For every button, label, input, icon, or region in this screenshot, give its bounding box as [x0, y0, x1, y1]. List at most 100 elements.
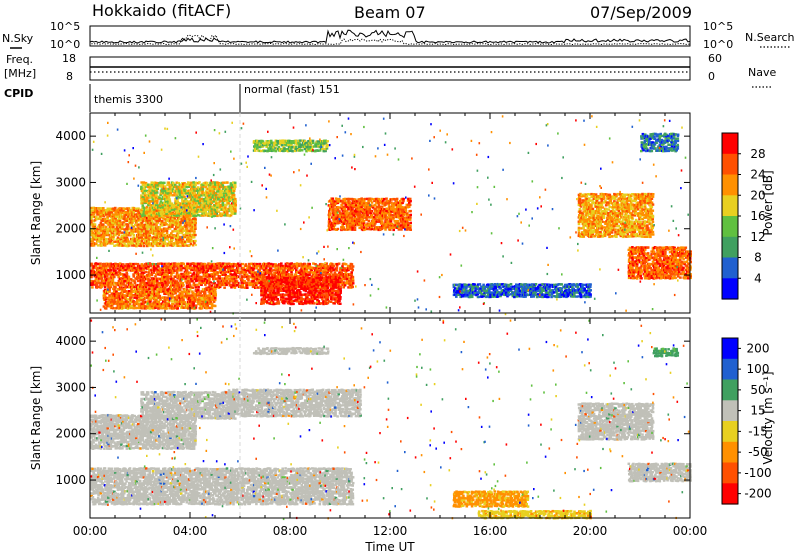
scatter-cell: [100, 279, 104, 282]
scatter-cell: [177, 262, 181, 266]
scatter-cell: [260, 280, 263, 284]
scatter-cell: [185, 189, 189, 193]
scatter-cell: [150, 284, 154, 287]
scatter-cell: [142, 244, 146, 248]
scatter-cell: [192, 273, 195, 276]
scatter-cell: [140, 187, 143, 191]
scatter-cell: [94, 264, 98, 267]
scatter-cell: [128, 217, 132, 220]
scatter-cell: [132, 264, 136, 267]
scatter-cell: [169, 275, 173, 278]
scatter-cell: [143, 234, 147, 237]
scatter-cell: [194, 219, 197, 222]
scatter-cell: [198, 275, 201, 278]
scatter-cell: [189, 264, 192, 267]
scatter-cell: [145, 284, 149, 287]
scatter-cell: [157, 206, 160, 209]
scatter-cell: [170, 212, 174, 216]
scatter-cell: [219, 206, 222, 209]
scatter-cell: [154, 232, 157, 235]
scatter-cell: [118, 231, 122, 234]
scatter-cell: [187, 266, 191, 270]
scatter-cell: [173, 191, 176, 194]
scatter-cell: [261, 276, 265, 280]
scatter-cell: [234, 208, 237, 211]
scatter-cell: [161, 268, 165, 272]
scatter-cell: [205, 205, 209, 209]
scatter-cell: [156, 227, 160, 230]
scatter-cell: [140, 296, 143, 300]
scatter-cell: [183, 229, 187, 232]
scatter-cell: [164, 236, 167, 239]
scatter-cell: [146, 240, 149, 243]
scatter-cell: [128, 219, 131, 222]
scatter-cell: [152, 284, 156, 287]
scatter-cell: [166, 206, 169, 209]
scatter-cell: [335, 269, 339, 272]
scatter-cell: [304, 289, 308, 293]
scatter-cell: [224, 189, 227, 192]
scatter-cell: [105, 264, 108, 267]
scatter-cell: [168, 204, 172, 207]
scatter-cell: [267, 273, 271, 277]
scatter-cell: [90, 244, 93, 247]
scatter-cell: [207, 286, 211, 289]
scatter-cell: [142, 225, 146, 228]
scatter-cell: [119, 228, 122, 231]
cpid-segment-1: normal (fast) 151: [244, 83, 340, 96]
scatter-cell: [279, 289, 283, 292]
scatter-cell: [145, 244, 149, 248]
scatter-cell: [185, 185, 189, 189]
scatter-cell: [160, 214, 164, 217]
scatter-cell: [179, 224, 182, 227]
scatter-cell: [104, 233, 107, 237]
scatter-cell: [230, 269, 233, 272]
scatter-cell: [222, 199, 226, 202]
scatter-cell: [132, 236, 135, 239]
scatter-cell: [187, 189, 191, 192]
scatter-cell: [187, 185, 191, 188]
scatter-cell: [200, 194, 203, 197]
scatter-cell: [143, 275, 147, 279]
scatter-cell: [221, 187, 225, 190]
scatter-cell: [247, 277, 250, 281]
scatter-cell: [140, 269, 143, 272]
scatter-cell: [100, 233, 103, 237]
scatter-cell: [209, 281, 212, 284]
scatter-cell: [131, 267, 134, 270]
scatter-cell: [152, 229, 156, 232]
scatter-cell: [165, 262, 169, 266]
scatter-cell: [157, 277, 160, 280]
scatter-cell: [166, 196, 169, 199]
scatter-cell: [176, 285, 180, 289]
scatter-cell: [164, 237, 167, 241]
scatter-cell: [110, 217, 114, 220]
scatter-cell: [157, 233, 161, 237]
scatter-cell: [118, 268, 122, 272]
scatter-cell: [132, 275, 135, 278]
scatter-cell: [124, 238, 127, 242]
scatter-cell: [200, 275, 203, 279]
scatter-cell: [194, 208, 197, 211]
scatter-cell: [201, 280, 205, 283]
scatter-cell: [121, 211, 124, 215]
scatter-cell: [188, 194, 192, 197]
scatter-cell: [191, 290, 194, 293]
scatter-cell: [126, 240, 130, 243]
scatter-cell: [273, 289, 276, 292]
scatter-cell: [179, 208, 183, 211]
nave-label: Nave: [748, 66, 776, 79]
scatter-cell: [204, 283, 207, 286]
scatter-cell: [148, 244, 151, 247]
scatter-cell: [215, 188, 219, 191]
scatter-cell: [137, 213, 140, 216]
scatter-cell: [102, 282, 106, 285]
scatter-cell: [141, 201, 145, 205]
scatter-cell: [106, 213, 109, 216]
scatter-cell: [211, 194, 215, 197]
scatter-cell: [170, 185, 174, 188]
scatter-cell: [143, 219, 147, 222]
scatter-cell: [225, 203, 228, 207]
scatter-cell: [180, 214, 183, 217]
